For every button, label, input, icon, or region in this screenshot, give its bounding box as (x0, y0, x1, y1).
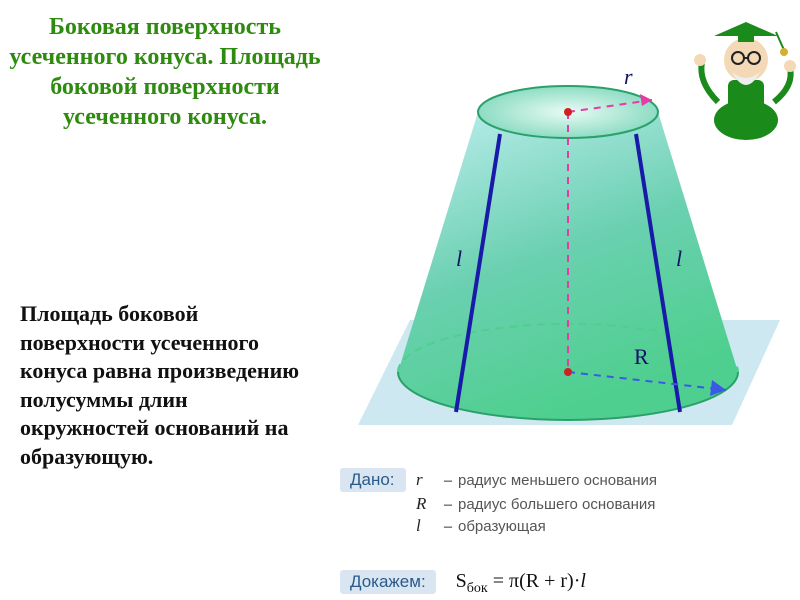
theorem-text: Площадь боковой поверхности усеченного к… (20, 300, 320, 472)
formula-eq: = π(R + r)· (488, 570, 581, 592)
given-var-1: R (416, 494, 438, 514)
mascot-icon (688, 2, 798, 142)
label-r: r (624, 64, 633, 89)
given-desc-1: радиус большего основания (458, 496, 655, 513)
label-l-right: l (676, 246, 682, 271)
formula-l: l (580, 570, 586, 592)
formula-sub: бок (467, 581, 488, 596)
given-dash-0: – (444, 472, 452, 490)
given-block: Дано: r – радиус меньшего основания R – … (340, 468, 790, 538)
label-l-left: l (456, 246, 462, 271)
label-R: R (634, 344, 649, 369)
prove-block: Докажем: Sбок = π(R + r)·l (340, 570, 586, 597)
given-dash-1: – (444, 496, 452, 514)
formula-S: S (456, 570, 467, 592)
given-desc-0: радиус меньшего основания (458, 472, 657, 489)
center-point-bottom (564, 368, 572, 376)
given-var-2: l (416, 516, 438, 536)
given-label: Дано: (340, 468, 406, 492)
given-var-0: r (416, 470, 438, 490)
given-desc-2: образующая (458, 518, 546, 535)
prove-label: Докажем: (340, 570, 436, 594)
given-dash-2: – (444, 518, 452, 536)
page-title: Боковая поверхность усеченного конуса. П… (0, 12, 330, 132)
formula: Sбок = π(R + r)·l (456, 570, 586, 597)
center-point-top (564, 108, 572, 116)
